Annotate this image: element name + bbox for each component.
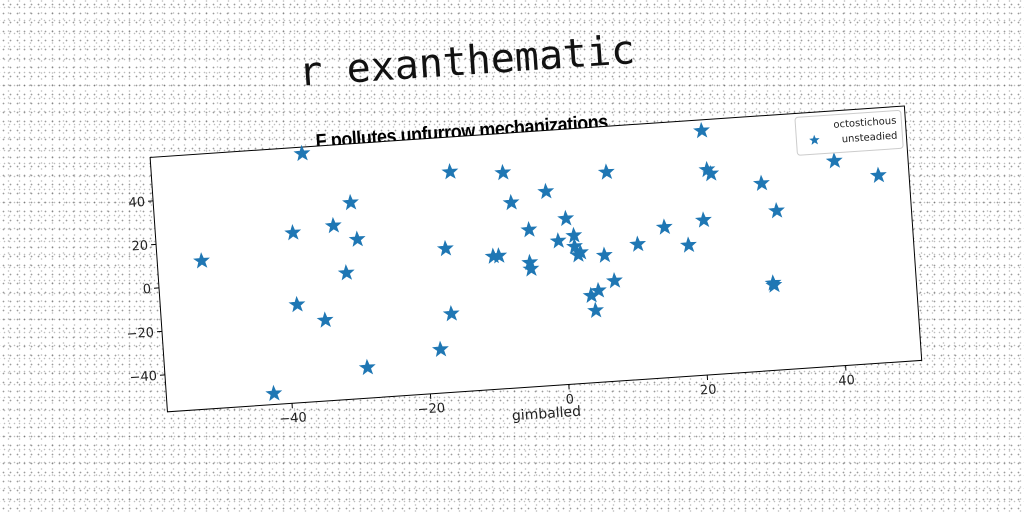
x-tick-label: 20 bbox=[699, 382, 717, 398]
data-point bbox=[293, 144, 311, 162]
data-point bbox=[358, 358, 376, 376]
data-point bbox=[765, 276, 783, 293]
y-axis: −40 −20 0 20 40 bbox=[126, 195, 165, 386]
y-tick-label: −40 bbox=[129, 369, 157, 386]
data-point bbox=[522, 260, 540, 277]
legend-marker bbox=[809, 134, 820, 145]
scatter-chart: −40 −20 0 20 40 −40 −20 0 20 40 gimballed servil… bbox=[112, 105, 923, 427]
data-point bbox=[502, 193, 520, 211]
data-point bbox=[752, 174, 770, 191]
y-tick-label: 0 bbox=[142, 282, 151, 298]
data-point bbox=[680, 236, 697, 253]
data-point bbox=[284, 224, 302, 241]
data-point bbox=[337, 264, 355, 281]
data-point bbox=[288, 295, 306, 313]
data-point bbox=[348, 230, 366, 247]
data-point bbox=[549, 232, 567, 249]
data-point bbox=[520, 221, 538, 238]
x-tick-label: 40 bbox=[838, 373, 856, 389]
data-point bbox=[441, 163, 459, 180]
data-point bbox=[702, 164, 720, 182]
y-tick-label: −20 bbox=[126, 325, 154, 342]
data-point bbox=[431, 340, 449, 358]
data-point bbox=[693, 121, 710, 139]
data-point bbox=[655, 218, 673, 235]
legend-label: unsteadied bbox=[841, 131, 897, 146]
y-axis-label: servilism bbox=[112, 256, 117, 320]
page-title: r exanthematic bbox=[297, 27, 637, 96]
data-point bbox=[597, 163, 615, 180]
data-point bbox=[869, 166, 887, 183]
x-axis-label: gimballed bbox=[511, 404, 581, 425]
data-point bbox=[537, 182, 555, 200]
data-point bbox=[587, 301, 604, 319]
data-point bbox=[324, 216, 342, 234]
data-point bbox=[569, 246, 587, 263]
x-axis: −40 −20 0 20 40 bbox=[279, 365, 856, 427]
data-point bbox=[768, 201, 785, 219]
plot-area bbox=[149, 105, 923, 413]
data-point bbox=[490, 247, 508, 264]
x-tick-label: 0 bbox=[565, 392, 574, 408]
x-tick-label: −20 bbox=[417, 401, 445, 418]
legend-box bbox=[794, 109, 904, 156]
data-point bbox=[589, 281, 607, 299]
data-point bbox=[494, 163, 512, 181]
data-series bbox=[193, 121, 887, 402]
data-point bbox=[595, 246, 613, 263]
data-point bbox=[436, 239, 454, 257]
data-point bbox=[825, 152, 843, 169]
y-tick-label: 20 bbox=[131, 238, 149, 254]
data-point bbox=[342, 193, 359, 211]
legend-label: octostichous bbox=[833, 116, 897, 131]
data-point bbox=[265, 384, 283, 402]
data-point bbox=[193, 252, 210, 269]
data-point bbox=[316, 311, 334, 328]
x-tick-label: −40 bbox=[279, 410, 307, 427]
data-point bbox=[694, 211, 712, 228]
data-point bbox=[605, 271, 623, 289]
y-tick-label: 40 bbox=[128, 195, 146, 211]
data-point bbox=[629, 235, 647, 252]
data-point bbox=[557, 209, 575, 227]
data-point bbox=[442, 304, 460, 322]
